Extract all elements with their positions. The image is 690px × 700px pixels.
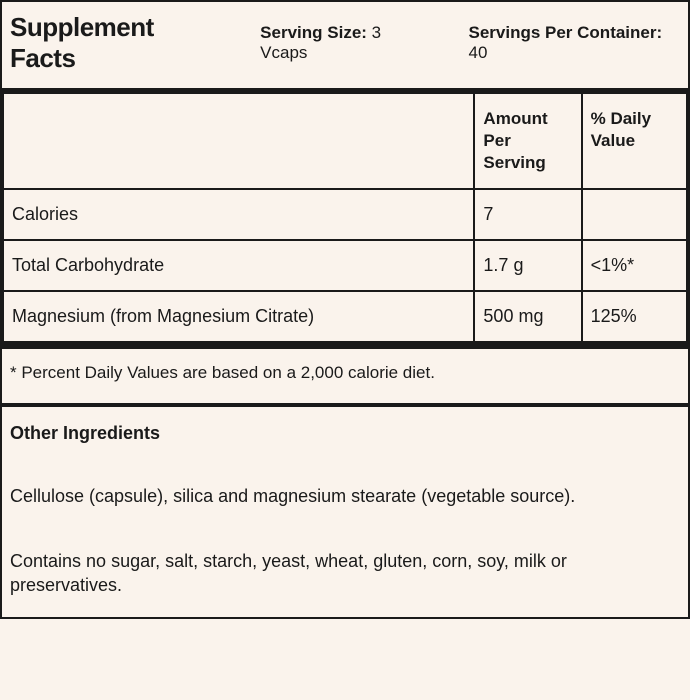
cell-dv: 125% <box>582 291 687 342</box>
other-ingredients-heading: Other Ingredients <box>10 423 680 444</box>
servings-per-container: Servings Per Container: 40 <box>468 23 680 63</box>
col-header-name <box>3 91 474 189</box>
cell-name: Calories <box>3 189 474 240</box>
table-row: Total Carbohydrate 1.7 g <1%* <box>3 240 687 291</box>
supplement-facts-panel: Supplement Facts Serving Size: 3 Vcaps S… <box>0 0 690 619</box>
other-ingredients-section: Other Ingredients Cellulose (capsule), s… <box>2 403 688 617</box>
dv-footnote: * Percent Daily Values are based on a 2,… <box>2 343 688 403</box>
servings-per-container-label: Servings Per Container: <box>468 23 662 42</box>
col-header-dv: % Daily Value <box>582 91 687 189</box>
cell-dv <box>582 189 687 240</box>
servings-per-container-value: 40 <box>468 43 487 62</box>
cell-amount: 7 <box>474 189 581 240</box>
table-row: Magnesium (from Magnesium Citrate) 500 m… <box>3 291 687 342</box>
cell-name: Total Carbohydrate <box>3 240 474 291</box>
cell-amount: 500 mg <box>474 291 581 342</box>
panel-title: Supplement Facts <box>10 12 220 74</box>
serving-size-label: Serving Size: <box>260 23 367 42</box>
allergen-statement: Contains no sugar, salt, starch, yeast, … <box>10 549 680 598</box>
cell-dv: <1%* <box>582 240 687 291</box>
nutrition-table: Amount Per Serving % Daily Value Calorie… <box>2 88 688 343</box>
other-ingredients-body: Cellulose (capsule), silica and magnesiu… <box>10 484 680 508</box>
header-row: Supplement Facts Serving Size: 3 Vcaps S… <box>2 2 688 88</box>
serving-size: Serving Size: 3 Vcaps <box>260 23 428 63</box>
col-header-amount: Amount Per Serving <box>474 91 581 189</box>
table-header-row: Amount Per Serving % Daily Value <box>3 91 687 189</box>
cell-amount: 1.7 g <box>474 240 581 291</box>
table-row: Calories 7 <box>3 189 687 240</box>
cell-name: Magnesium (from Magnesium Citrate) <box>3 291 474 342</box>
